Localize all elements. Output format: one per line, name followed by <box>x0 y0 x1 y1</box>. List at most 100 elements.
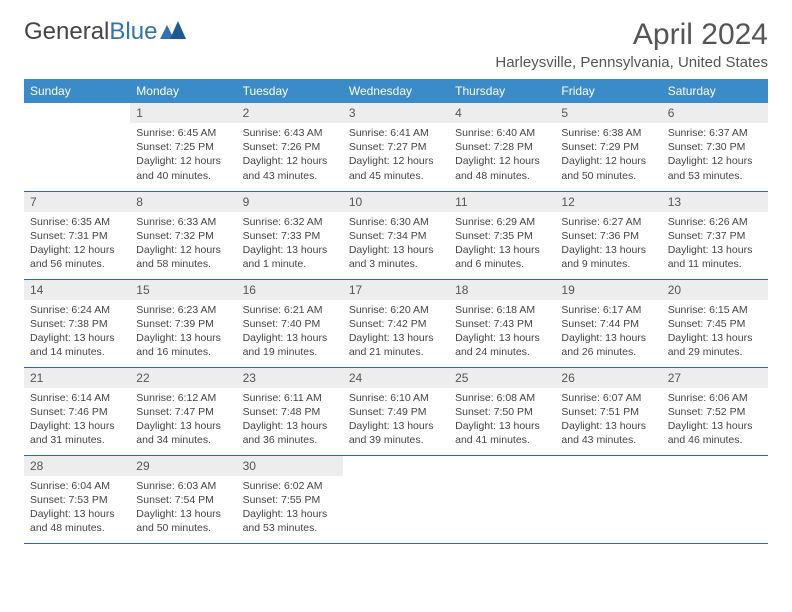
day-info: Sunrise: 6:43 AMSunset: 7:26 PMDaylight:… <box>237 123 343 187</box>
day-number: 16 <box>237 280 343 300</box>
day-number: 23 <box>237 368 343 388</box>
day-number: 17 <box>343 280 449 300</box>
calendar-body: 1Sunrise: 6:45 AMSunset: 7:25 PMDaylight… <box>24 103 768 543</box>
day-info: Sunrise: 6:37 AMSunset: 7:30 PMDaylight:… <box>662 123 768 187</box>
calendar-day-cell: 8Sunrise: 6:33 AMSunset: 7:32 PMDaylight… <box>130 191 236 279</box>
calendar-week-row: 7Sunrise: 6:35 AMSunset: 7:31 PMDaylight… <box>24 191 768 279</box>
day-info: Sunrise: 6:27 AMSunset: 7:36 PMDaylight:… <box>555 212 661 276</box>
day-number: 2 <box>237 103 343 123</box>
day-number: 1 <box>130 103 236 123</box>
day-info: Sunrise: 6:45 AMSunset: 7:25 PMDaylight:… <box>130 123 236 187</box>
weekday-header: Wednesday <box>343 79 449 103</box>
calendar-day-cell: 2Sunrise: 6:43 AMSunset: 7:26 PMDaylight… <box>237 103 343 191</box>
day-number: 3 <box>343 103 449 123</box>
day-number: 29 <box>130 456 236 476</box>
calendar-empty-cell <box>24 103 130 191</box>
day-number: 30 <box>237 456 343 476</box>
day-info: Sunrise: 6:32 AMSunset: 7:33 PMDaylight:… <box>237 212 343 276</box>
calendar-day-cell: 6Sunrise: 6:37 AMSunset: 7:30 PMDaylight… <box>662 103 768 191</box>
day-info: Sunrise: 6:18 AMSunset: 7:43 PMDaylight:… <box>449 300 555 364</box>
day-info: Sunrise: 6:30 AMSunset: 7:34 PMDaylight:… <box>343 212 449 276</box>
day-number: 4 <box>449 103 555 123</box>
calendar-day-cell: 18Sunrise: 6:18 AMSunset: 7:43 PMDayligh… <box>449 279 555 367</box>
calendar-empty-cell <box>343 455 449 543</box>
calendar-day-cell: 13Sunrise: 6:26 AMSunset: 7:37 PMDayligh… <box>662 191 768 279</box>
calendar-day-cell: 30Sunrise: 6:02 AMSunset: 7:55 PMDayligh… <box>237 455 343 543</box>
day-number: 5 <box>555 103 661 123</box>
calendar-table: SundayMondayTuesdayWednesdayThursdayFrid… <box>24 79 768 544</box>
weekday-header: Monday <box>130 79 236 103</box>
day-number: 13 <box>662 192 768 212</box>
day-info: Sunrise: 6:40 AMSunset: 7:28 PMDaylight:… <box>449 123 555 187</box>
day-number: 24 <box>343 368 449 388</box>
calendar-week-row: 28Sunrise: 6:04 AMSunset: 7:53 PMDayligh… <box>24 455 768 543</box>
day-info: Sunrise: 6:24 AMSunset: 7:38 PMDaylight:… <box>24 300 130 364</box>
day-info: Sunrise: 6:04 AMSunset: 7:53 PMDaylight:… <box>24 476 130 540</box>
day-info: Sunrise: 6:17 AMSunset: 7:44 PMDaylight:… <box>555 300 661 364</box>
day-number: 25 <box>449 368 555 388</box>
logo-text-2: Blue <box>109 18 157 46</box>
day-number: 10 <box>343 192 449 212</box>
weekday-header-row: SundayMondayTuesdayWednesdayThursdayFrid… <box>24 79 768 103</box>
calendar-day-cell: 21Sunrise: 6:14 AMSunset: 7:46 PMDayligh… <box>24 367 130 455</box>
day-number: 7 <box>24 192 130 212</box>
day-info: Sunrise: 6:10 AMSunset: 7:49 PMDaylight:… <box>343 388 449 452</box>
day-number: 12 <box>555 192 661 212</box>
calendar-empty-cell <box>555 455 661 543</box>
day-info: Sunrise: 6:33 AMSunset: 7:32 PMDaylight:… <box>130 212 236 276</box>
calendar-day-cell: 28Sunrise: 6:04 AMSunset: 7:53 PMDayligh… <box>24 455 130 543</box>
day-number: 9 <box>237 192 343 212</box>
logo: GeneralBlue <box>24 18 186 46</box>
day-info: Sunrise: 6:35 AMSunset: 7:31 PMDaylight:… <box>24 212 130 276</box>
calendar-day-cell: 19Sunrise: 6:17 AMSunset: 7:44 PMDayligh… <box>555 279 661 367</box>
weekday-header: Thursday <box>449 79 555 103</box>
day-info: Sunrise: 6:29 AMSunset: 7:35 PMDaylight:… <box>449 212 555 276</box>
day-number: 11 <box>449 192 555 212</box>
day-info: Sunrise: 6:02 AMSunset: 7:55 PMDaylight:… <box>237 476 343 540</box>
calendar-empty-cell <box>662 455 768 543</box>
day-number: 14 <box>24 280 130 300</box>
day-info: Sunrise: 6:38 AMSunset: 7:29 PMDaylight:… <box>555 123 661 187</box>
calendar-day-cell: 29Sunrise: 6:03 AMSunset: 7:54 PMDayligh… <box>130 455 236 543</box>
logo-text-1: General <box>24 18 109 46</box>
month-title: April 2024 <box>495 18 768 52</box>
calendar-day-cell: 26Sunrise: 6:07 AMSunset: 7:51 PMDayligh… <box>555 367 661 455</box>
day-number: 21 <box>24 368 130 388</box>
weekday-header: Sunday <box>24 79 130 103</box>
day-number: 22 <box>130 368 236 388</box>
day-info: Sunrise: 6:23 AMSunset: 7:39 PMDaylight:… <box>130 300 236 364</box>
calendar-day-cell: 3Sunrise: 6:41 AMSunset: 7:27 PMDaylight… <box>343 103 449 191</box>
day-info: Sunrise: 6:12 AMSunset: 7:47 PMDaylight:… <box>130 388 236 452</box>
weekday-header: Friday <box>555 79 661 103</box>
calendar-day-cell: 22Sunrise: 6:12 AMSunset: 7:47 PMDayligh… <box>130 367 236 455</box>
calendar-day-cell: 14Sunrise: 6:24 AMSunset: 7:38 PMDayligh… <box>24 279 130 367</box>
calendar-day-cell: 1Sunrise: 6:45 AMSunset: 7:25 PMDaylight… <box>130 103 236 191</box>
day-info: Sunrise: 6:11 AMSunset: 7:48 PMDaylight:… <box>237 388 343 452</box>
calendar-day-cell: 16Sunrise: 6:21 AMSunset: 7:40 PMDayligh… <box>237 279 343 367</box>
calendar-day-cell: 27Sunrise: 6:06 AMSunset: 7:52 PMDayligh… <box>662 367 768 455</box>
calendar-day-cell: 10Sunrise: 6:30 AMSunset: 7:34 PMDayligh… <box>343 191 449 279</box>
day-info: Sunrise: 6:20 AMSunset: 7:42 PMDaylight:… <box>343 300 449 364</box>
calendar-day-cell: 15Sunrise: 6:23 AMSunset: 7:39 PMDayligh… <box>130 279 236 367</box>
day-number: 19 <box>555 280 661 300</box>
calendar-day-cell: 7Sunrise: 6:35 AMSunset: 7:31 PMDaylight… <box>24 191 130 279</box>
day-number: 27 <box>662 368 768 388</box>
calendar-day-cell: 9Sunrise: 6:32 AMSunset: 7:33 PMDaylight… <box>237 191 343 279</box>
day-info: Sunrise: 6:07 AMSunset: 7:51 PMDaylight:… <box>555 388 661 452</box>
calendar-day-cell: 17Sunrise: 6:20 AMSunset: 7:42 PMDayligh… <box>343 279 449 367</box>
logo-icon <box>160 18 186 46</box>
title-block: April 2024 Harleysville, Pennsylvania, U… <box>495 18 768 71</box>
calendar-week-row: 1Sunrise: 6:45 AMSunset: 7:25 PMDaylight… <box>24 103 768 191</box>
header: GeneralBlue April 2024 Harleysville, Pen… <box>24 18 768 71</box>
day-info: Sunrise: 6:03 AMSunset: 7:54 PMDaylight:… <box>130 476 236 540</box>
day-number: 8 <box>130 192 236 212</box>
day-info: Sunrise: 6:26 AMSunset: 7:37 PMDaylight:… <box>662 212 768 276</box>
day-number: 26 <box>555 368 661 388</box>
weekday-header: Saturday <box>662 79 768 103</box>
day-info: Sunrise: 6:41 AMSunset: 7:27 PMDaylight:… <box>343 123 449 187</box>
day-info: Sunrise: 6:21 AMSunset: 7:40 PMDaylight:… <box>237 300 343 364</box>
day-number: 20 <box>662 280 768 300</box>
calendar-day-cell: 12Sunrise: 6:27 AMSunset: 7:36 PMDayligh… <box>555 191 661 279</box>
calendar-day-cell: 11Sunrise: 6:29 AMSunset: 7:35 PMDayligh… <box>449 191 555 279</box>
calendar-day-cell: 20Sunrise: 6:15 AMSunset: 7:45 PMDayligh… <box>662 279 768 367</box>
